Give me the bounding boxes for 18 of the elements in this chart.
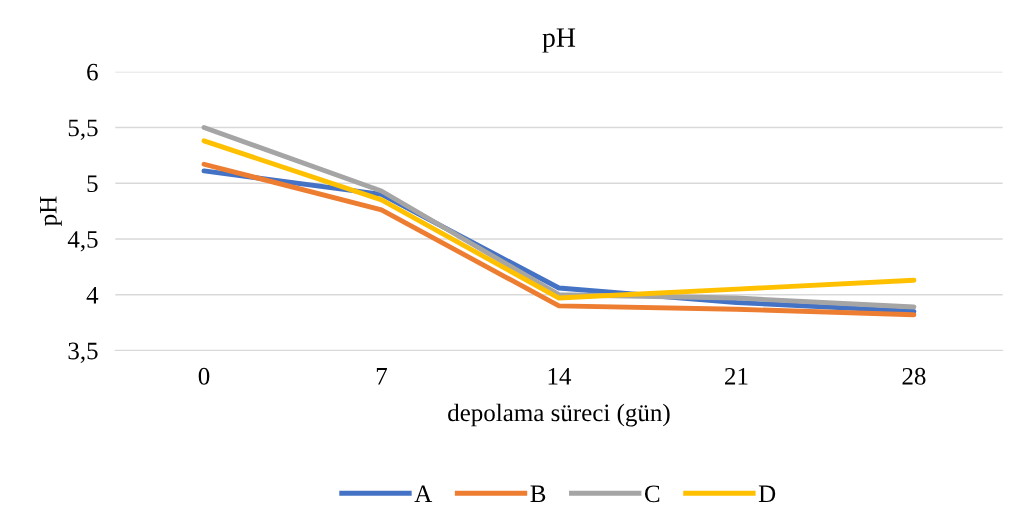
x-tick-label: 7	[376, 368, 388, 385]
y-tick-label: 3,5	[68, 342, 98, 363]
y-axis-title: pH	[40, 196, 62, 226]
x-tick-label: 0	[198, 367, 210, 385]
y-tick-label: 4	[86, 286, 99, 304]
y-tick-label: 4,5	[67, 231, 98, 252]
legend-label: D	[758, 485, 776, 503]
y-tick-label: 5,5	[68, 119, 98, 140]
y-tick-label: 6	[87, 63, 98, 81]
x-tick-label: 21	[725, 367, 748, 385]
y-tick-label: 5	[87, 175, 98, 193]
x-tick-label: 28	[902, 367, 926, 385]
x-tick-label: 14	[548, 367, 572, 385]
legend-label: A	[414, 485, 433, 502]
chart-title: pH	[542, 28, 576, 53]
legend-label: B	[530, 485, 546, 503]
legend-label: C	[644, 485, 660, 503]
x-axis-title: depolama süreci (gün)	[448, 403, 670, 427]
